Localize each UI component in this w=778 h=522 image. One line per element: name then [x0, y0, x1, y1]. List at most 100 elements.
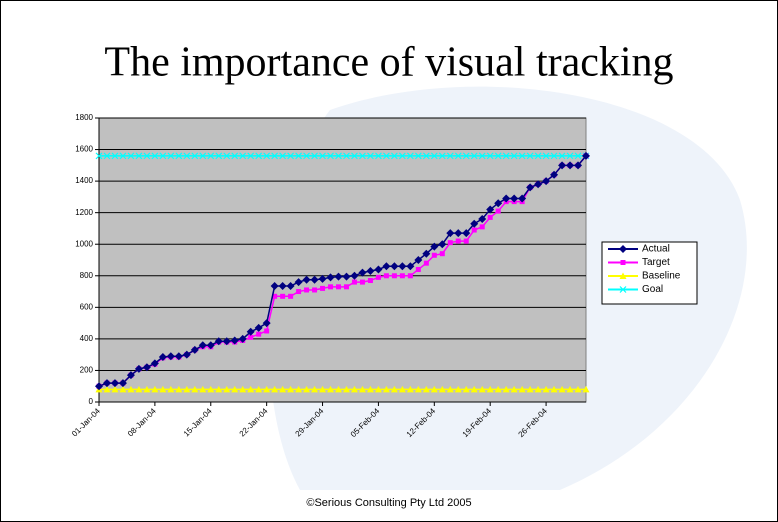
y-tick-label: 400: [80, 334, 94, 343]
point: [191, 385, 199, 393]
point: [311, 152, 318, 160]
point: [398, 262, 407, 271]
point: [406, 152, 414, 160]
point: [350, 385, 358, 393]
y-tick-label: 1000: [75, 239, 93, 248]
point: [550, 152, 558, 160]
point: [254, 323, 263, 332]
point: [127, 152, 135, 160]
point: [494, 152, 502, 160]
point: [422, 249, 431, 258]
point: [422, 385, 430, 393]
legend-marker: [619, 245, 627, 253]
point: [239, 385, 247, 393]
point: [382, 262, 391, 271]
point: [303, 152, 310, 160]
point: [271, 385, 279, 393]
point: [534, 152, 542, 160]
point: [518, 385, 526, 393]
point: [383, 273, 389, 279]
point: [279, 385, 287, 393]
y-tick-label: 800: [80, 271, 94, 280]
point: [390, 152, 398, 160]
point: [462, 385, 470, 393]
point: [423, 260, 429, 266]
point: [430, 242, 439, 251]
point: [311, 385, 319, 393]
point: [304, 287, 310, 293]
point: [502, 194, 511, 203]
point: [151, 152, 159, 160]
point: [95, 152, 103, 160]
point: [558, 385, 566, 393]
point: [358, 385, 366, 393]
point: [319, 152, 326, 160]
point: [103, 385, 111, 393]
point: [183, 385, 191, 393]
point: [286, 282, 295, 291]
point: [367, 152, 374, 160]
point: [431, 252, 437, 258]
point: [550, 385, 558, 393]
point: [271, 152, 279, 160]
point: [502, 152, 510, 160]
point: [247, 152, 255, 160]
point: [526, 152, 534, 160]
point: [438, 152, 446, 160]
point: [558, 152, 566, 160]
point: [280, 293, 286, 299]
point: [175, 152, 183, 160]
point: [542, 152, 550, 160]
point: [382, 385, 390, 393]
point: [312, 287, 318, 293]
point: [326, 273, 335, 282]
point: [272, 293, 278, 299]
point: [159, 152, 167, 160]
y-tick-label: 1600: [75, 145, 93, 154]
point: [382, 152, 390, 160]
point: [342, 272, 351, 281]
point: [320, 285, 326, 291]
point: [175, 385, 183, 393]
point: [310, 275, 319, 284]
point: [582, 385, 590, 393]
point: [103, 152, 111, 160]
point: [206, 341, 215, 350]
point: [230, 336, 239, 345]
point: [510, 194, 519, 203]
point: [566, 161, 575, 170]
point: [263, 385, 271, 393]
point: [414, 385, 422, 393]
point: [214, 337, 223, 346]
point: [526, 385, 534, 393]
point: [127, 385, 135, 393]
point: [303, 385, 311, 393]
point: [430, 385, 438, 393]
point: [534, 385, 542, 393]
point: [414, 152, 422, 160]
point: [343, 284, 349, 290]
point: [502, 385, 510, 393]
point: [183, 152, 191, 160]
point: [495, 208, 501, 214]
point: [398, 385, 406, 393]
point: [359, 152, 366, 160]
point: [374, 385, 382, 393]
point: [462, 229, 471, 238]
point: [319, 385, 327, 393]
point: [470, 385, 478, 393]
legend-marker: [619, 286, 627, 293]
point: [375, 152, 382, 160]
point: [510, 385, 518, 393]
point: [478, 214, 487, 223]
point: [351, 152, 358, 160]
legend-label: Actual: [642, 244, 670, 255]
point: [135, 385, 143, 393]
point: [526, 183, 535, 192]
point: [207, 152, 215, 160]
point: [159, 385, 167, 393]
point: [294, 278, 303, 287]
point: [374, 265, 383, 274]
point: [399, 273, 405, 279]
